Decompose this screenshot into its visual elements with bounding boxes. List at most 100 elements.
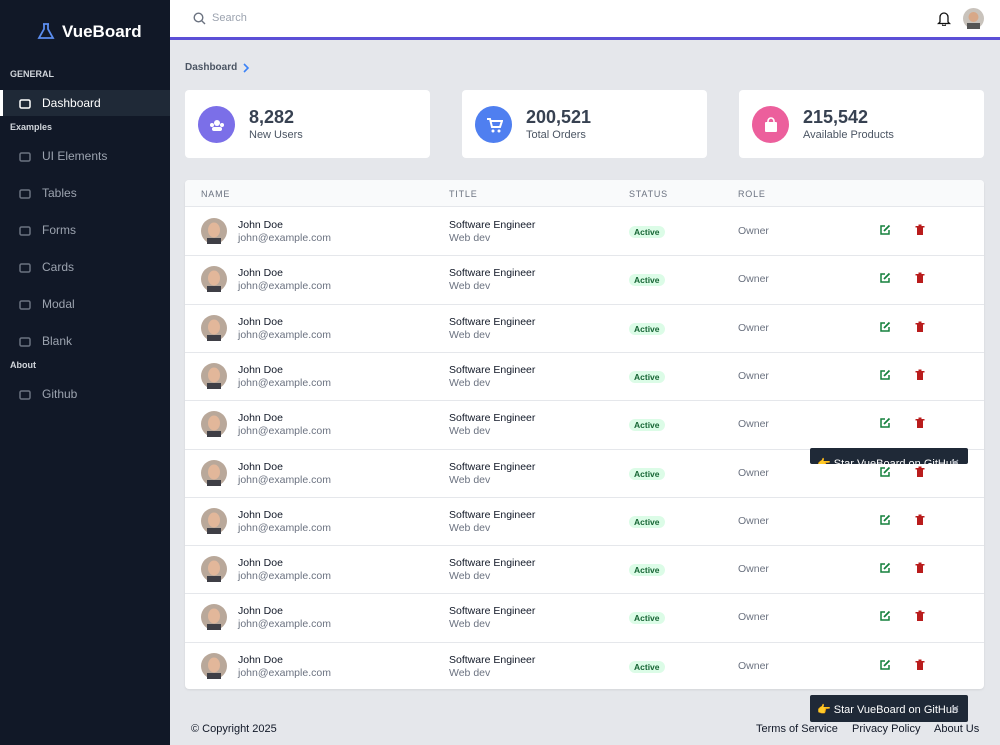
row-avatar-glyph <box>201 459 227 486</box>
edit-button[interactable] <box>879 513 891 531</box>
user-name: John Doe <box>238 412 283 425</box>
user-email: john@example.com <box>238 521 331 534</box>
job-title: Software Engineer <box>449 508 536 521</box>
delete-button-glyph <box>915 659 925 670</box>
footer-link[interactable]: Privacy Policy <box>852 723 921 735</box>
row-divider <box>185 351 984 353</box>
edit-button[interactable] <box>879 416 891 434</box>
delete-button[interactable] <box>914 223 926 241</box>
edit-button[interactable] <box>879 271 891 289</box>
nav-icon <box>19 150 31 168</box>
delete-button[interactable] <box>914 416 926 434</box>
sidebar-section-title: About <box>10 360 36 370</box>
edit-button[interactable] <box>879 223 891 241</box>
role: Owner <box>738 563 769 576</box>
user-email: john@example.com <box>238 328 331 341</box>
edit-button-glyph <box>880 514 891 525</box>
nav-icon-glyph <box>19 99 31 109</box>
copyright: © Copyright 2025 <box>191 723 277 735</box>
nav-item[interactable]: UI Elements <box>42 149 108 163</box>
toast: 👉 Star VueBoard on GitHub <box>810 448 968 464</box>
edit-button-glyph <box>880 611 891 622</box>
delete-button[interactable] <box>914 320 926 338</box>
nav-item[interactable]: Github <box>42 387 78 401</box>
delete-button-glyph <box>915 272 925 284</box>
edit-button-glyph <box>880 321 891 332</box>
edit-button[interactable] <box>879 609 891 627</box>
status-badge: Active <box>629 660 665 673</box>
edit-button-glyph <box>880 369 891 380</box>
delete-button[interactable] <box>914 658 926 676</box>
nav-item[interactable]: Modal <box>42 297 75 311</box>
edit-button[interactable] <box>879 561 891 579</box>
stat-value: 200,521 <box>526 107 592 127</box>
department: Web dev <box>449 521 491 534</box>
stat-glyph <box>764 116 777 132</box>
column-header: NAME <box>201 189 231 199</box>
delete-button[interactable] <box>914 271 926 289</box>
edit-button[interactable] <box>879 465 891 483</box>
job-title: Software Engineer <box>449 605 536 618</box>
nav-icon-glyph <box>19 189 31 199</box>
search-icon <box>193 12 206 25</box>
nav-icon-glyph <box>19 263 31 273</box>
user-email: john@example.com <box>238 666 331 679</box>
row-divider <box>185 641 984 643</box>
topbar: Search <box>170 0 1000 40</box>
delete-button-glyph <box>915 514 925 525</box>
user-name: John Doe <box>238 605 283 618</box>
stat-value: 8,282 <box>249 107 295 127</box>
stat-label: New Users <box>249 129 303 141</box>
column-header: TITLE <box>449 189 478 199</box>
delete-button[interactable] <box>914 465 926 483</box>
footer-link[interactable]: Terms of Service <box>756 723 838 735</box>
nav-item[interactable]: Tables <box>42 186 77 200</box>
delete-button[interactable] <box>914 368 926 386</box>
nav-item[interactable]: Dashboard <box>42 96 101 110</box>
nav-icon <box>19 187 31 205</box>
delete-button-glyph <box>915 417 925 429</box>
sidebar-section-title: GENERAL <box>10 69 55 79</box>
job-title: Software Engineer <box>449 412 536 425</box>
column-header: STATUS <box>629 189 668 199</box>
nav-item[interactable]: Cards <box>42 260 75 274</box>
delete-button[interactable] <box>914 561 926 579</box>
status-badge: Active <box>629 274 665 287</box>
row-divider <box>185 545 984 547</box>
department: Web dev <box>449 425 491 438</box>
department: Web dev <box>449 280 491 293</box>
user-email: john@example.com <box>238 376 331 389</box>
nav-icon <box>19 224 31 242</box>
nav-item[interactable]: Forms <box>42 223 76 237</box>
edit-button-glyph <box>880 562 891 573</box>
role: Owner <box>738 273 769 286</box>
user-email: john@example.com <box>238 425 331 438</box>
user-name: John Doe <box>238 460 283 473</box>
user-name: John Doe <box>238 315 283 328</box>
row-avatar <box>201 604 227 635</box>
edit-button[interactable] <box>879 368 891 386</box>
toast-message[interactable]: 👉 Star VueBoard on GitHub <box>817 458 959 464</box>
toast-message[interactable]: 👉 Star VueBoard on GitHub <box>817 704 959 716</box>
delete-button[interactable] <box>914 609 926 627</box>
toast-close[interactable] <box>951 704 959 716</box>
user-avatar[interactable] <box>963 8 984 29</box>
row-divider <box>185 303 984 305</box>
row-avatar <box>201 266 227 297</box>
edit-button-glyph <box>880 659 891 670</box>
delete-button[interactable] <box>914 513 926 531</box>
row-divider <box>185 400 984 402</box>
footer-link[interactable]: About Us <box>934 723 980 735</box>
brand[interactable]: VueBoard <box>62 22 142 41</box>
edit-button[interactable] <box>879 320 891 338</box>
row-avatar <box>201 507 227 539</box>
notification-bell[interactable] <box>937 11 951 26</box>
search-input[interactable]: Search <box>212 12 247 24</box>
nav-item[interactable]: Blank <box>42 334 73 348</box>
status-badge: Active <box>629 467 665 480</box>
toast-close[interactable] <box>951 458 959 464</box>
breadcrumb[interactable]: Dashboard <box>185 62 238 73</box>
row-avatar-glyph <box>201 314 227 341</box>
job-title: Software Engineer <box>449 267 536 280</box>
edit-button[interactable] <box>879 658 891 676</box>
